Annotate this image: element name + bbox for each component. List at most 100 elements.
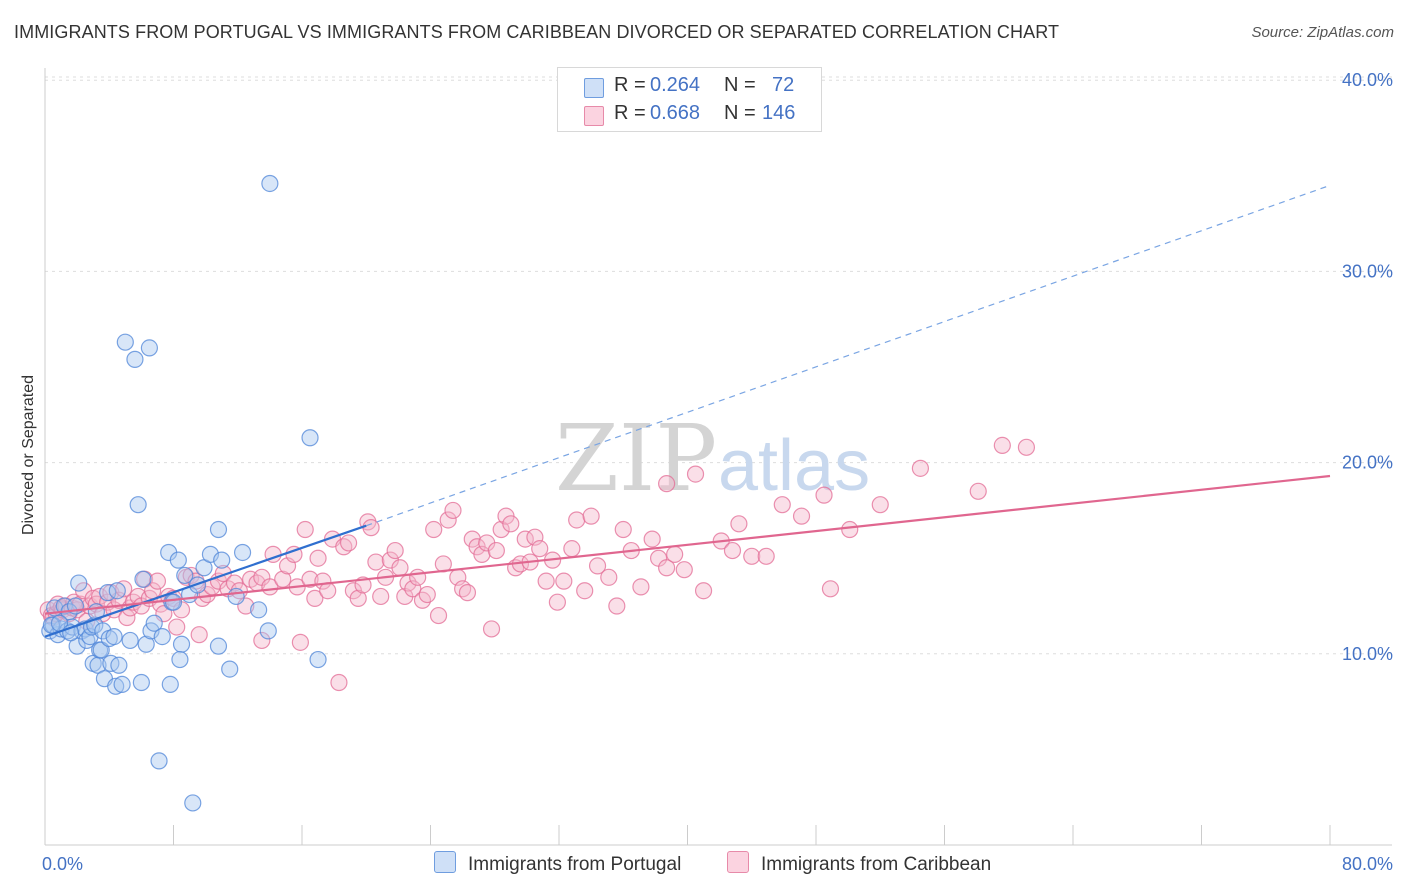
point-caribbean xyxy=(168,618,186,636)
point-portugal xyxy=(110,656,128,674)
point-caribbean xyxy=(296,520,314,539)
point-portugal xyxy=(137,635,155,653)
bottom-legend-portugal: Immigrants from Portugal xyxy=(434,851,681,876)
point-portugal xyxy=(108,582,126,600)
point-caribbean xyxy=(291,633,309,651)
axes xyxy=(44,68,1392,846)
legend-r-value: 0.668 xyxy=(650,102,701,124)
trend-line-caribbean xyxy=(44,474,1331,615)
y-tick-label: 40.0% xyxy=(1342,70,1393,90)
x-tick-label-max: 80.0% xyxy=(1342,854,1393,874)
point-caribbean xyxy=(482,620,501,638)
point-caribbean xyxy=(658,475,676,493)
point-portugal xyxy=(161,675,179,694)
legend-n-label: N = xyxy=(724,74,756,96)
point-portugal xyxy=(172,635,191,653)
trend-lines xyxy=(44,184,1331,638)
point-caribbean xyxy=(643,530,661,548)
point-portugal xyxy=(259,622,277,640)
point-caribbean xyxy=(349,589,367,607)
point-caribbean xyxy=(555,572,573,590)
point-caribbean xyxy=(444,501,462,520)
point-caribbean xyxy=(115,580,133,598)
legend-r-label: R = xyxy=(614,102,646,124)
point-caribbean xyxy=(588,557,607,575)
legend-swatch-portugal xyxy=(584,78,604,98)
legend-n-label: N = xyxy=(724,102,756,124)
point-caribbean xyxy=(537,572,555,590)
point-caribbean xyxy=(792,507,811,525)
point-caribbean xyxy=(743,547,761,565)
bottom-legend-swatch-caribbean xyxy=(727,851,749,873)
point-caribbean xyxy=(409,568,427,586)
point-caribbean xyxy=(841,520,859,539)
point-caribbean xyxy=(548,593,566,611)
point-caribbean xyxy=(600,568,618,586)
point-caribbean xyxy=(686,465,705,483)
point-caribbean xyxy=(429,606,448,625)
point-caribbean xyxy=(306,589,324,607)
point-caribbean xyxy=(608,597,626,615)
bottom-legend-caribbean: Immigrants from Caribbean xyxy=(727,851,991,876)
point-caribbean xyxy=(757,547,775,565)
point-caribbean xyxy=(632,578,650,596)
point-caribbean xyxy=(614,520,632,539)
point-portugal xyxy=(121,631,139,650)
point-caribbean xyxy=(190,626,208,644)
bottom-legend-swatch-portugal xyxy=(434,851,456,873)
point-caribbean xyxy=(969,482,987,500)
point-portugal xyxy=(209,637,228,655)
point-caribbean xyxy=(666,545,684,563)
point-portugal xyxy=(150,752,168,770)
source-label: Source: ZipAtlas.com xyxy=(1251,24,1394,41)
point-caribbean xyxy=(367,553,385,571)
point-caribbean xyxy=(815,486,833,504)
point-caribbean xyxy=(675,561,693,579)
point-portugal xyxy=(301,429,319,447)
point-caribbean xyxy=(372,587,390,606)
trend-line-portugal xyxy=(44,524,367,638)
point-portugal xyxy=(116,333,134,351)
point-portugal xyxy=(221,660,239,678)
point-caribbean xyxy=(425,520,443,539)
watermark-zip: ZIP xyxy=(555,405,717,512)
point-caribbean xyxy=(821,580,840,598)
point-portugal xyxy=(213,551,231,569)
point-caribbean xyxy=(576,582,594,600)
point-portugal xyxy=(233,543,252,562)
point-caribbean xyxy=(148,572,167,590)
point-portugal xyxy=(145,614,163,632)
point-caribbean xyxy=(339,534,358,552)
point-portugal xyxy=(129,496,147,514)
point-portugal xyxy=(227,587,245,606)
point-portugal xyxy=(171,650,189,669)
point-portugal xyxy=(113,675,131,694)
point-caribbean xyxy=(730,515,748,533)
trend-line-portugal-extension xyxy=(366,184,1331,527)
chart-title: IMMIGRANTS FROM PORTUGAL VS IMMIGRANTS F… xyxy=(14,22,1060,42)
point-caribbean xyxy=(386,541,404,560)
y-tick-label: 20.0% xyxy=(1342,453,1393,473)
point-portugal xyxy=(164,593,183,611)
point-caribbean xyxy=(439,511,457,529)
point-caribbean xyxy=(309,549,327,567)
point-portugal xyxy=(107,677,125,695)
legend-swatch-caribbean xyxy=(584,106,604,126)
point-caribbean xyxy=(253,631,271,650)
legend-r-value: 0.264 xyxy=(650,74,701,96)
point-caribbean xyxy=(492,520,510,539)
point-portugal xyxy=(250,601,268,619)
point-caribbean xyxy=(418,585,436,604)
x-tick-label-min: 0.0% xyxy=(42,854,83,874)
point-caribbean xyxy=(773,496,791,514)
point-portugal xyxy=(140,339,159,357)
bottom-legend-label-caribbean: Immigrants from Caribbean xyxy=(761,854,992,875)
point-caribbean xyxy=(319,582,337,600)
point-caribbean xyxy=(301,570,319,588)
y-axis-label: Divorced or Separated xyxy=(20,375,37,535)
point-portugal xyxy=(105,628,123,646)
stats-legend: R = 0.264 N = 72 R = 0.668 N = 146 xyxy=(557,67,822,132)
point-caribbean xyxy=(582,507,600,525)
y-tick-label: 10.0% xyxy=(1342,644,1393,664)
